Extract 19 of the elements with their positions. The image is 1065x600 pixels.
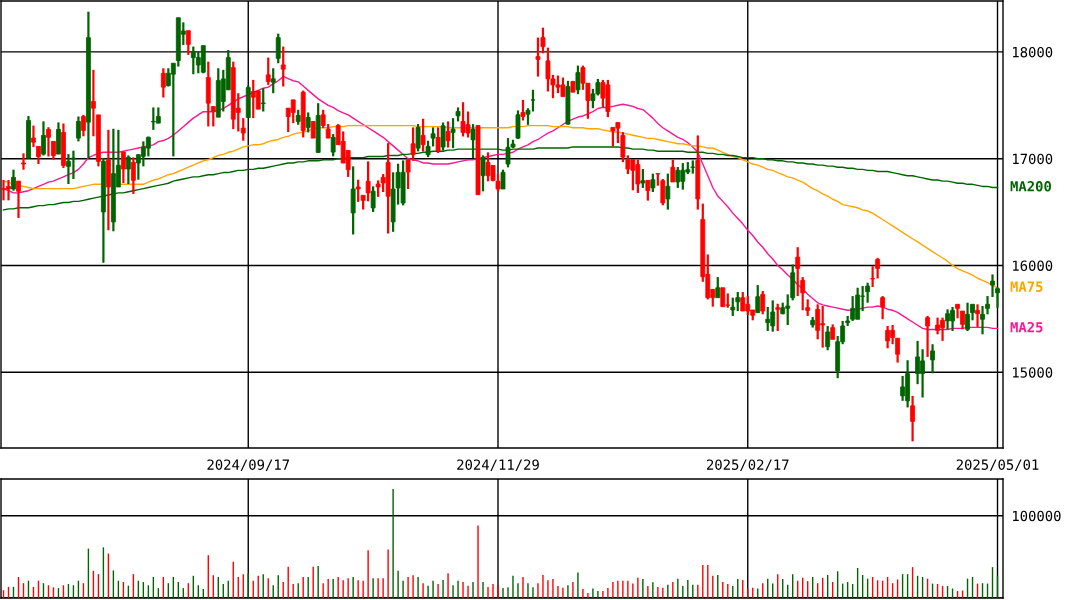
x-tick-label: 2024/09/17 xyxy=(207,459,290,472)
candlestick xyxy=(720,286,726,308)
candlestick xyxy=(260,87,266,113)
y-tick-label: 18000 xyxy=(1013,46,1053,58)
candlestick xyxy=(255,89,261,111)
y-tick-label: 16000 xyxy=(1013,260,1053,271)
x-tick-label: 2025/05/01 xyxy=(956,459,1039,472)
x-tick-label: 2025/02/17 xyxy=(706,459,789,472)
candlestick xyxy=(430,126,436,148)
candlestick xyxy=(475,124,481,196)
series-label: MA75 xyxy=(1010,281,1043,292)
x-tick-label: 2024/11/29 xyxy=(457,459,539,472)
y-tick-label: 17000 xyxy=(1013,153,1053,165)
y-tick-label: 100000 xyxy=(1013,510,1061,522)
candlestick xyxy=(310,120,316,140)
candlestick xyxy=(690,159,696,175)
series-label: MA200 xyxy=(1010,181,1051,192)
y-tick-label: 15000 xyxy=(1013,367,1053,378)
series-label: MA25 xyxy=(1010,321,1043,333)
